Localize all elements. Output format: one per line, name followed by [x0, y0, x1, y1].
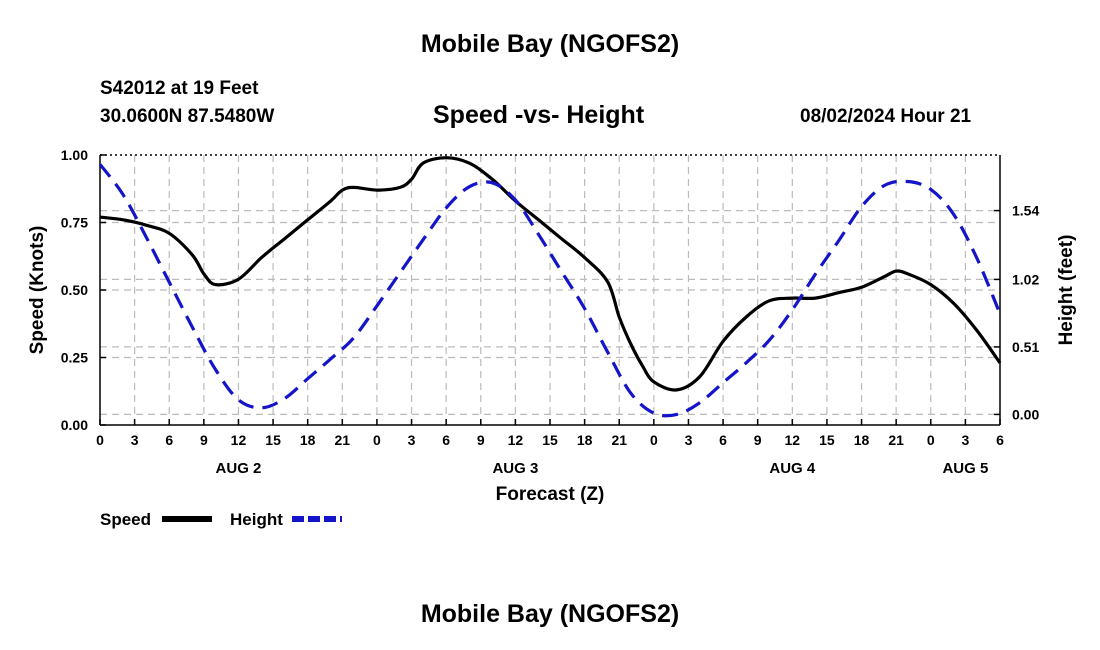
y-tick-label-left: 0.50: [61, 282, 88, 298]
x-tick-label: 6: [719, 432, 727, 448]
date-label: AUG 4: [769, 460, 816, 477]
x-tick-label: 15: [542, 432, 558, 448]
legend-label-height: Height: [230, 510, 283, 529]
x-tick-label: 21: [611, 432, 627, 448]
y-tick-label-left: 0.75: [61, 215, 88, 231]
y-tick-label-left: 0.25: [61, 350, 88, 366]
x-tick-label: 9: [477, 432, 485, 448]
y-tick-label-right: 1.02: [1012, 271, 1039, 287]
height-series-line: [98, 163, 1002, 418]
station-name: S42012 at 19 Feet: [100, 78, 259, 99]
x-tick-label: 6: [165, 432, 173, 448]
y-tick-label-left: 1.00: [61, 147, 88, 163]
x-tick-label: 3: [408, 432, 416, 448]
x-tick-label: 18: [854, 432, 870, 448]
x-tick-label: 9: [200, 432, 208, 448]
station-coordinates: 30.0600N 87.5480W: [100, 106, 275, 127]
x-tick-label: 12: [508, 432, 524, 448]
legend-label-speed: Speed: [100, 510, 151, 529]
forecast-date: 08/02/2024 Hour 21: [800, 106, 972, 127]
x-tick-label: 3: [131, 432, 139, 448]
x-tick-label: 12: [785, 432, 801, 448]
x-tick-label: 21: [888, 432, 904, 448]
x-tick-label: 0: [96, 432, 104, 448]
x-tick-label: 0: [373, 432, 381, 448]
y-tick-label-right: 1.54: [1012, 203, 1039, 219]
x-tick-label: 12: [231, 432, 247, 448]
y-axis-title-right: Height (feet): [1056, 235, 1077, 346]
x-tick-label: 0: [927, 432, 935, 448]
y-axis-title-left: Speed (Knots): [27, 226, 48, 355]
chart-subtitle: Speed -vs- Height: [433, 101, 645, 129]
x-tick-label: 6: [442, 432, 450, 448]
y-tick-label-left: 0.00: [61, 417, 88, 433]
date-label: AUG 5: [942, 460, 988, 477]
x-tick-label: 3: [685, 432, 693, 448]
x-tick-label: 6: [996, 432, 1004, 448]
y-tick-label-right: 0.51: [1012, 339, 1039, 355]
x-tick-label: 18: [300, 432, 316, 448]
x-tick-label: 0: [650, 432, 658, 448]
date-label: AUG 3: [492, 460, 538, 477]
x-tick-label: 3: [961, 432, 969, 448]
speed-series-line: [99, 156, 1002, 392]
date-label: AUG 2: [216, 460, 262, 477]
x-tick-label: 18: [577, 432, 593, 448]
top-title: Mobile Bay (NGOFS2): [420, 30, 680, 58]
x-tick-label: 21: [335, 432, 351, 448]
bottom-title: Mobile Bay (NGOFS2): [420, 600, 680, 628]
y-tick-label-right: 0.00: [1012, 406, 1039, 422]
x-tick-label: 9: [754, 432, 762, 448]
x-tick-label: 15: [265, 432, 281, 448]
x-tick-label: 15: [819, 432, 835, 448]
x-axis-title: Forecast (Z): [496, 484, 605, 505]
